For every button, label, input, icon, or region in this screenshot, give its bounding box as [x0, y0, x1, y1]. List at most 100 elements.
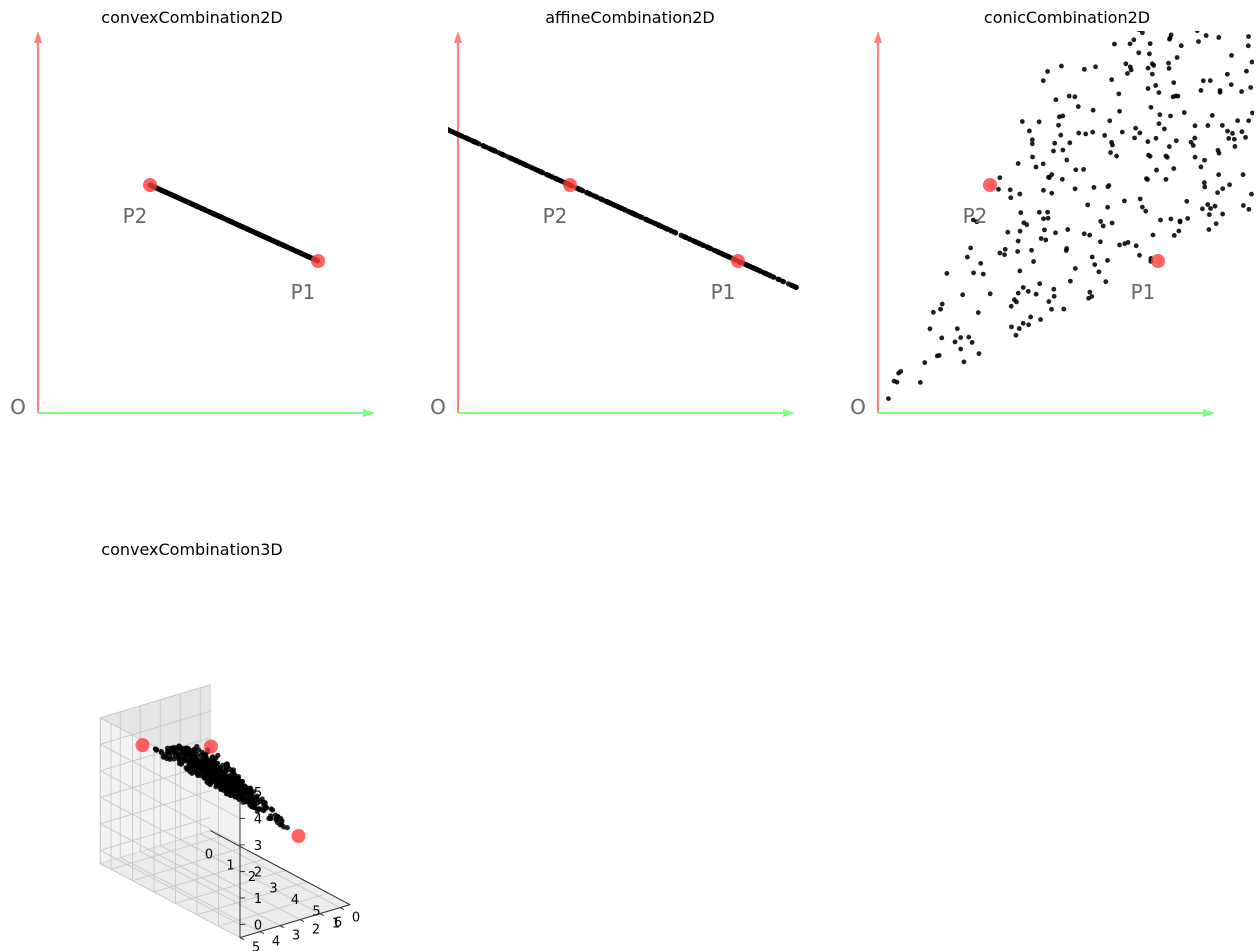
sample-point [202, 763, 209, 769]
sample-point [162, 189, 168, 195]
sample-point [652, 220, 658, 227]
sample-point [1208, 206, 1213, 211]
sample-point [228, 791, 234, 797]
sample-point [1226, 136, 1232, 141]
sample-point [1161, 126, 1167, 132]
sample-point [254, 808, 260, 814]
sample-point [1176, 228, 1182, 234]
sample-point [1166, 144, 1172, 149]
sample-point [707, 245, 713, 251]
sample-point [961, 359, 967, 365]
sample-point [1109, 220, 1115, 226]
sample-point [1016, 326, 1022, 331]
sample-point [438, 124, 443, 129]
sample-point [917, 380, 923, 385]
sample-point [198, 762, 204, 768]
sample-point [1168, 216, 1174, 222]
sample-point [1246, 34, 1251, 39]
sample-point [1132, 135, 1137, 141]
origin-label: O [10, 395, 26, 419]
sample-point [1247, 12, 1252, 17]
sample-point [268, 813, 274, 819]
y-tick [259, 931, 265, 935]
sample-point [1244, 25, 1249, 30]
sample-point [453, 130, 459, 137]
sample-point [978, 260, 984, 266]
sample-point [1192, 154, 1198, 160]
sample-point [1015, 238, 1021, 244]
sample-point [239, 786, 245, 793]
sample-point [1205, 202, 1211, 207]
point-p1 [1151, 254, 1165, 268]
sample-point [167, 191, 173, 197]
sample-point [165, 750, 171, 756]
sample-point [153, 747, 160, 753]
sample-point [1081, 66, 1087, 72]
sample-point [216, 767, 222, 773]
sample-point [1154, 167, 1159, 173]
grid-line [100, 770, 241, 846]
sample-point [603, 198, 610, 205]
sample-point [1133, 243, 1139, 249]
sample-point [1230, 131, 1235, 136]
sample-point [1072, 186, 1078, 192]
sample-point [1037, 281, 1043, 287]
sample-point [1150, 232, 1156, 238]
sample-point [171, 193, 177, 199]
sample-point [1043, 237, 1049, 243]
sample-point [186, 765, 192, 772]
sample-point [1056, 122, 1061, 128]
z-tick-label: 4 [254, 812, 262, 827]
sample-point [1116, 91, 1122, 97]
grid-line [100, 743, 241, 819]
sample-point [1216, 150, 1222, 156]
sample-point [1053, 97, 1059, 103]
sample-point [1158, 22, 1163, 27]
sample-point [1178, 43, 1184, 49]
sample-point [944, 271, 950, 276]
sample-point [1235, 118, 1241, 124]
sample-point [523, 162, 529, 168]
sample-point [974, 219, 980, 225]
sample-point [1192, 11, 1197, 16]
sample-point [960, 292, 966, 298]
sample-point [1248, 85, 1254, 90]
sample-point [448, 128, 455, 134]
sample-point [232, 794, 238, 800]
sample-point [958, 346, 964, 352]
sample-point [250, 794, 256, 801]
sample-point [922, 360, 928, 365]
sample-point [1198, 88, 1204, 93]
sample-point [213, 784, 219, 790]
sample-point [1145, 86, 1151, 91]
sample-point [1081, 231, 1087, 237]
sample-point [257, 232, 263, 238]
sample-point [201, 751, 207, 757]
sample-point [1249, 191, 1254, 197]
sample-point [952, 339, 958, 345]
chart-title-affine-2d: affineCombination2D [545, 8, 715, 27]
sample-point [579, 188, 586, 194]
sample-point [1053, 230, 1058, 236]
x-tick [281, 868, 286, 871]
sample-point [194, 203, 200, 209]
x-axis-arrowhead [1203, 409, 1215, 417]
sample-point [172, 745, 178, 752]
sample-point [755, 267, 761, 273]
sample-point [1163, 176, 1169, 182]
x-tick-label: 6 [334, 916, 342, 931]
sample-point [1024, 222, 1030, 228]
y-tick-label: 2 [312, 923, 320, 938]
sample-point [420, 115, 423, 120]
sample-point [227, 766, 233, 772]
x-tick-label: 4 [291, 893, 299, 908]
sample-point [1246, 118, 1252, 124]
x-tick [216, 833, 222, 837]
grid-line [140, 851, 281, 927]
sample-point [276, 241, 283, 247]
sample-point [1093, 64, 1098, 70]
sample-point [1081, 166, 1086, 172]
grid-line [175, 870, 286, 904]
sample-point [1249, 59, 1254, 65]
sample-point [630, 210, 636, 217]
